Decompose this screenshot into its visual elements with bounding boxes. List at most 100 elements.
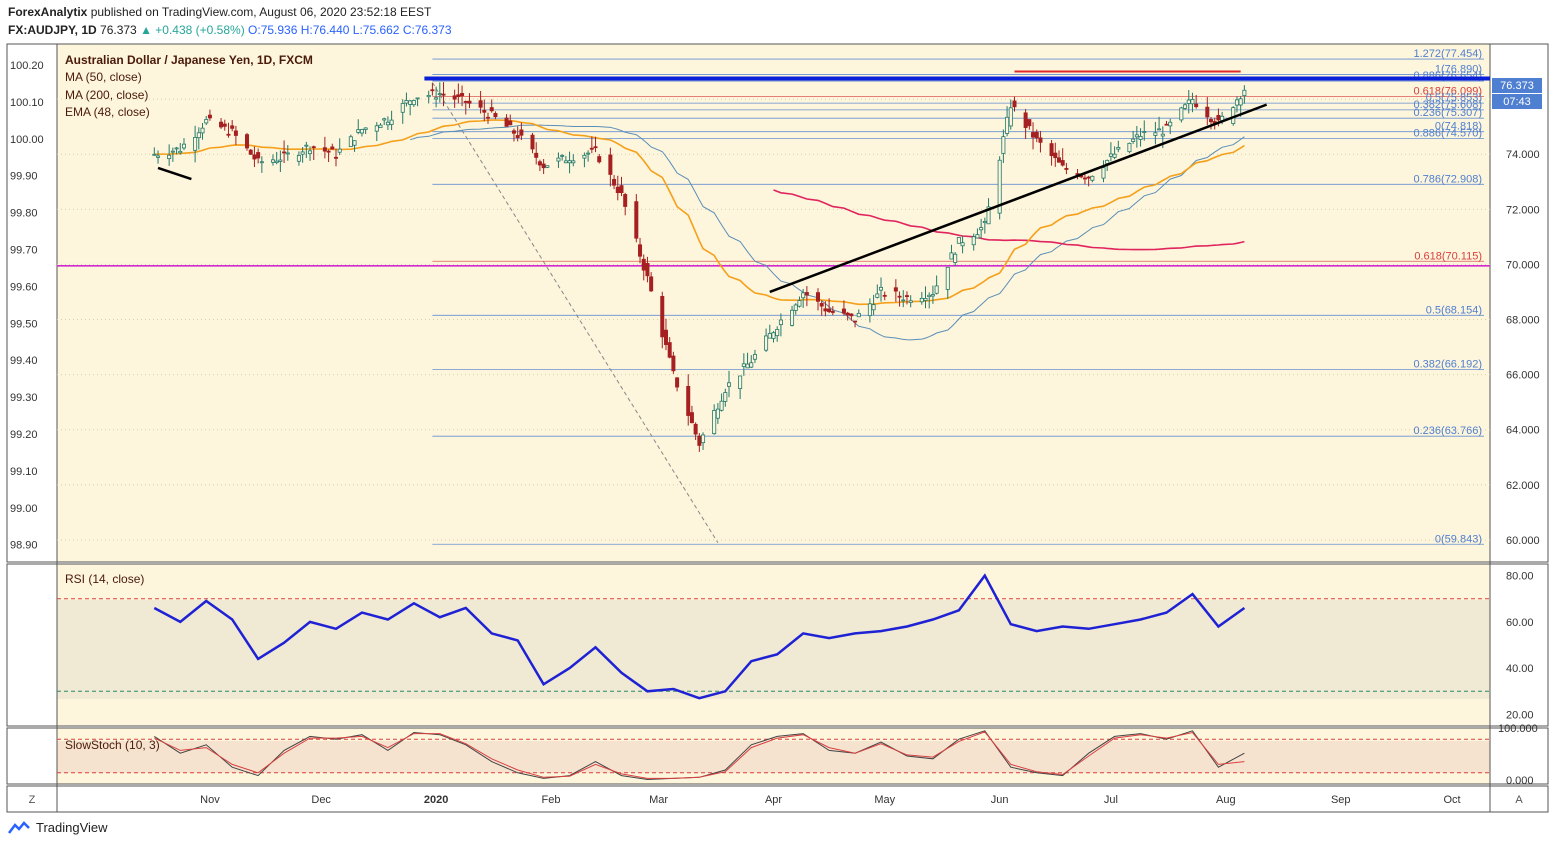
legend-ma50[interactable]: MA (50, close) [65,70,142,84]
candle-body [511,130,516,134]
candle-body [226,133,231,136]
candle-body [634,201,639,239]
candle-body [1034,131,1039,139]
legend-ma200[interactable]: MA (200, close) [65,88,148,102]
left-axis-label: 100.10 [10,97,44,109]
candle-body [949,252,954,260]
candle-body [259,161,264,164]
left-axis-label: 99.80 [10,208,38,220]
fib-level-label: 0.886(74.570) [1414,128,1483,140]
candle-body [819,303,824,307]
candle-body [582,154,587,159]
ohlc-values: O:75.936 H:76.440 L:75.662 C:76.373 [248,23,452,37]
candle-body [304,144,309,147]
candle-body [793,304,798,311]
candle-body [248,149,253,155]
candle-body [181,143,186,149]
candle-body [1157,128,1162,131]
candle-body [356,129,361,133]
candle-body [519,129,524,136]
candle-body [1190,98,1195,105]
candle-body [252,154,257,160]
zoom-button[interactable]: Z [29,794,36,806]
candle-body [623,194,628,207]
candle-body [1153,132,1158,136]
candle-body [845,312,850,316]
right-axis-label: 66.000 [1506,370,1540,382]
candle-body [196,132,201,139]
legend-stoch[interactable]: SlowStoch (10, 3) [65,738,160,752]
legend-rsi[interactable]: RSI (14, close) [65,572,144,586]
candle-body [1127,142,1132,153]
right-axis-label: 74.000 [1506,149,1540,161]
candle-body [545,165,550,168]
left-axis-label: 100.20 [10,60,44,72]
x-tick-label: Aug [1216,794,1236,806]
candle-body [645,262,650,277]
candle-body [767,333,772,339]
auto-scale-button[interactable]: A [1515,794,1523,806]
candle-body [975,234,980,239]
candle-body [434,97,439,100]
fib-level-label: 0.618(76.099) [1414,85,1483,97]
candle-body [823,308,828,312]
candle-body [296,154,301,162]
candle-body [663,329,668,345]
candle-body [256,152,261,159]
candle-body [537,161,542,166]
candle-body [1053,152,1058,159]
fib-level-label: 0.5(68.154) [1426,304,1482,316]
fib-level-label: 0(74.818) [1435,121,1482,133]
candle-body [908,300,913,303]
candle-body [1082,177,1087,180]
right-axis-label: 72.000 [1506,204,1540,216]
candle-body [1049,143,1054,156]
candle-body [493,113,498,118]
rsi-line [153,573,1246,700]
candle-body [478,100,483,108]
candle-body [1134,134,1139,138]
candle-body [1005,116,1010,134]
candle-body [204,119,209,124]
candle-body [426,94,431,98]
candle-body [352,140,357,146]
tradingview-logo-icon [8,820,30,834]
candle-body [930,294,935,297]
footer-brand[interactable]: TradingView [8,820,108,835]
candle-body [608,154,613,175]
candle-body [1168,121,1173,127]
candle-body [170,150,175,153]
candle-body [923,298,928,301]
legend-ema48[interactable]: EMA (48, close) [65,105,150,119]
x-tick-label: Jul [1104,794,1118,806]
candle-body [311,146,316,149]
candle-body [997,159,1002,214]
candle-body [219,121,224,128]
candle-body [441,93,446,96]
candle-body [274,160,279,163]
candle-body [893,287,898,292]
publisher-name[interactable]: ForexAnalytix [8,5,88,19]
right-axis-label: 70.000 [1506,259,1540,271]
candle-body [463,101,468,103]
candle-body [727,382,732,387]
fib-level-label: 0(59.843) [1435,533,1482,545]
fib-level-label: 0.382(66.192) [1414,358,1483,370]
candle-body [597,156,602,163]
candle-body [504,117,509,127]
rsi-axis-label: 60.00 [1506,617,1534,629]
candle-body [1216,114,1221,121]
fib-level-label: 0.618(70.115) [1414,250,1482,262]
candle-body [741,363,746,367]
fib-level-label: 0.236(63.766) [1414,425,1483,437]
candle-body [856,312,861,318]
candle-body [1186,99,1191,104]
candle-body [1183,104,1188,109]
candle-body [1023,112,1028,128]
candle-body [300,151,305,155]
left-axis-label: 99.10 [10,466,38,478]
candle-body [586,152,591,155]
candle-body [508,120,513,126]
candle-body [693,423,698,435]
